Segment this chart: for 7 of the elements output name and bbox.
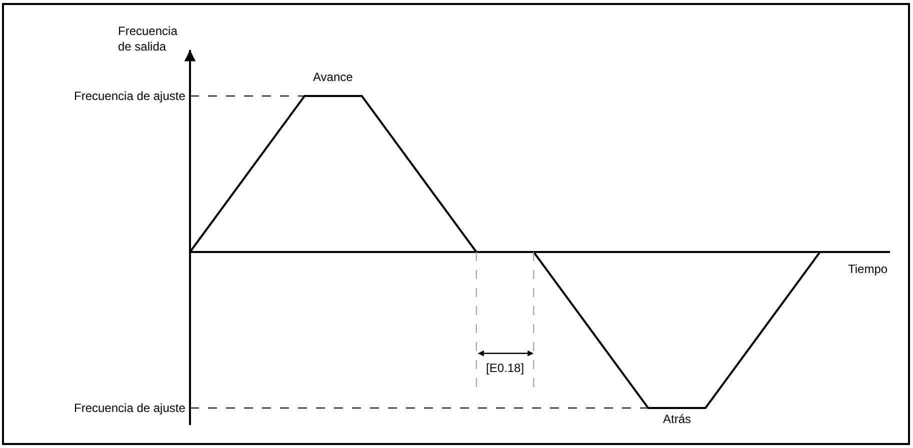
annotation: [E0.18] <box>486 361 524 375</box>
ref-line-label: Frecuencia de ajuste <box>74 401 186 415</box>
x-axis-title: Tiempo <box>848 262 888 276</box>
text: Atrás <box>663 412 692 426</box>
text: Avance <box>313 70 354 84</box>
y-axis-title: Frecuencia de salida <box>118 24 178 54</box>
ref-line-label: Frecuencia de ajuste <box>74 89 186 103</box>
